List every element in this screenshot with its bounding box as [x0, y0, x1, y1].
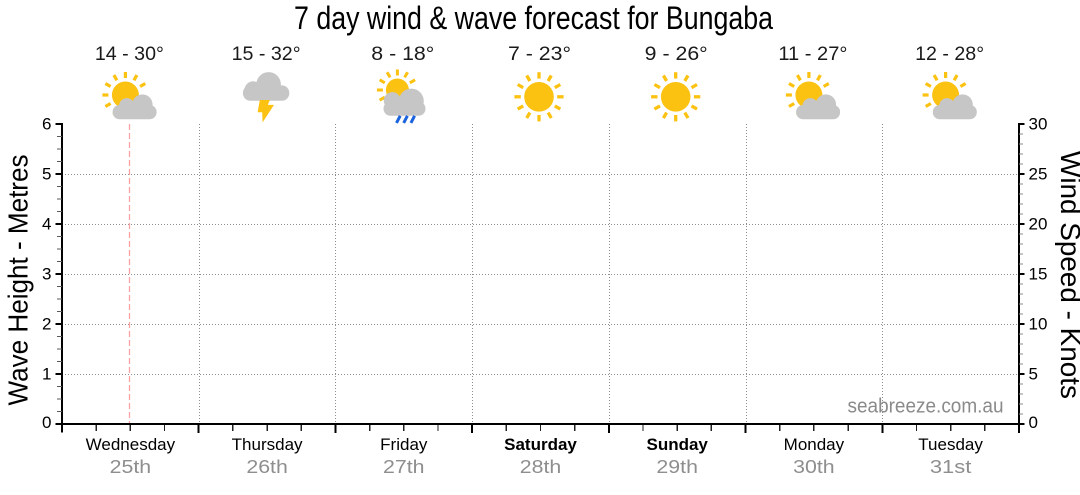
- svg-text:4: 4: [42, 214, 51, 233]
- svg-text:0: 0: [42, 413, 51, 432]
- svg-text:5: 5: [42, 164, 51, 183]
- svg-text:1: 1: [42, 364, 51, 383]
- svg-text:Sunday: Sunday: [646, 435, 708, 454]
- svg-text:7 day wind & wave forecast for: 7 day wind & wave forecast for Bungaba: [294, 0, 773, 36]
- svg-text:26th: 26th: [246, 456, 288, 477]
- svg-text:11 - 27°: 11 - 27°: [778, 44, 847, 65]
- svg-text:3: 3: [42, 264, 51, 283]
- svg-text:Monday: Monday: [784, 435, 845, 454]
- svg-text:seabreeze.com.au: seabreeze.com.au: [848, 396, 1004, 418]
- svg-text:6: 6: [42, 114, 51, 133]
- svg-text:9 - 26°: 9 - 26°: [645, 44, 708, 65]
- svg-text:30: 30: [1029, 114, 1048, 133]
- svg-text:0: 0: [1029, 413, 1038, 432]
- svg-text:15: 15: [1029, 264, 1048, 283]
- svg-text:Wave Height - Metres: Wave Height - Metres: [3, 155, 34, 406]
- svg-text:25: 25: [1029, 164, 1048, 183]
- svg-text:Wednesday: Wednesday: [86, 435, 176, 454]
- svg-text:20: 20: [1029, 214, 1048, 233]
- svg-text:Saturday: Saturday: [504, 435, 577, 454]
- svg-text:5: 5: [1029, 364, 1038, 383]
- svg-text:2: 2: [42, 314, 51, 333]
- svg-text:30th: 30th: [793, 456, 835, 477]
- svg-text:28th: 28th: [520, 456, 562, 477]
- svg-text:Wind Speed - Knots: Wind Speed - Knots: [1055, 151, 1080, 399]
- svg-text:10: 10: [1029, 314, 1048, 333]
- svg-text:12 - 28°: 12 - 28°: [915, 44, 984, 65]
- svg-text:31st: 31st: [930, 456, 972, 477]
- svg-text:14 - 30°: 14 - 30°: [95, 44, 164, 65]
- svg-text:29th: 29th: [656, 456, 698, 477]
- svg-text:Thursday: Thursday: [232, 435, 303, 454]
- svg-text:27th: 27th: [383, 456, 425, 477]
- svg-text:8 - 18°: 8 - 18°: [371, 44, 434, 65]
- svg-text:7 - 23°: 7 - 23°: [508, 44, 571, 65]
- svg-text:15 - 32°: 15 - 32°: [232, 44, 301, 65]
- svg-text:Tuesday: Tuesday: [918, 435, 983, 454]
- svg-text:25th: 25th: [110, 456, 152, 477]
- svg-text:Friday: Friday: [380, 435, 428, 454]
